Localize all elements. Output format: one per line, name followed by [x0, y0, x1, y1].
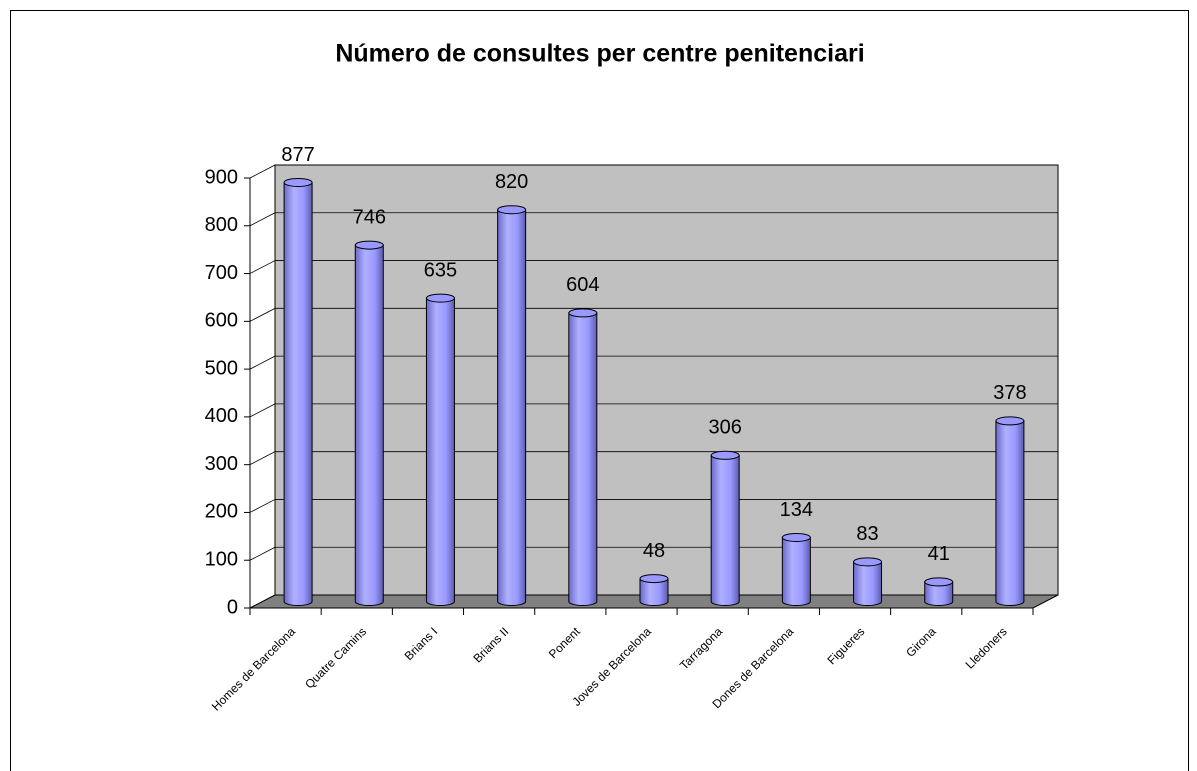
bar [568, 308, 598, 606]
y-tick-label: 300 [205, 453, 238, 475]
y-tick-label: 500 [205, 357, 238, 379]
value-label: 746 [353, 206, 386, 228]
value-label: 820 [495, 171, 528, 193]
bar-top [995, 416, 1025, 426]
value-label: 48 [643, 540, 665, 562]
bar-top [354, 240, 384, 250]
bar [853, 557, 883, 606]
chart-title: Número de consultes per centre penitenci… [335, 40, 864, 68]
value-label: 877 [281, 144, 314, 166]
bar-top [497, 205, 527, 215]
y-tick-label: 400 [205, 405, 238, 427]
value-label: 635 [424, 259, 457, 281]
value-label: 41 [928, 543, 950, 565]
grid-line [249, 164, 276, 179]
bar [924, 577, 954, 606]
bar-top [425, 293, 455, 303]
grid-line [249, 594, 276, 609]
bar-body [354, 244, 384, 606]
value-label: 134 [780, 499, 813, 521]
back-wall [274, 164, 1059, 596]
grid-line [249, 451, 276, 466]
y-tick-label: 0 [227, 596, 238, 618]
y-tick-label: 600 [205, 310, 238, 332]
bar-top [283, 177, 313, 187]
bar-top [853, 557, 883, 567]
value-label: 604 [566, 274, 599, 296]
y-tick-label: 200 [205, 501, 238, 523]
bar [710, 450, 740, 606]
bar [639, 574, 669, 606]
grid-line [249, 355, 276, 370]
y-tick-label: 900 [205, 166, 238, 188]
bar-body [853, 561, 883, 606]
bar-body [995, 420, 1025, 606]
value-label: 83 [856, 523, 878, 545]
grid-line [249, 260, 276, 274]
y-tick-label: 100 [205, 549, 238, 571]
y-tick-label: 800 [205, 214, 238, 236]
bar-body [710, 454, 740, 606]
bar [354, 240, 384, 606]
bar-body [924, 581, 954, 606]
bar-body [639, 578, 669, 606]
bar-top [781, 532, 811, 542]
bar-top [639, 574, 669, 584]
bar-top [568, 308, 598, 318]
bar-top [924, 577, 954, 587]
grid-line [249, 212, 276, 227]
bar-body [781, 536, 811, 606]
bar-body [425, 297, 455, 606]
bar-body [568, 312, 598, 606]
bar-body [283, 181, 313, 606]
bar [425, 293, 455, 606]
grid-line [249, 307, 276, 322]
value-label: 378 [993, 382, 1026, 404]
value-label: 306 [708, 417, 741, 439]
bar [995, 416, 1025, 606]
grid-line [249, 546, 276, 561]
bar-body [497, 209, 527, 606]
grid-line [249, 403, 276, 418]
bar [497, 205, 527, 606]
y-tick-label: 700 [205, 262, 238, 284]
grid-line [249, 499, 276, 513]
bar-top [710, 450, 740, 460]
bar [283, 177, 313, 606]
bar [781, 532, 811, 606]
